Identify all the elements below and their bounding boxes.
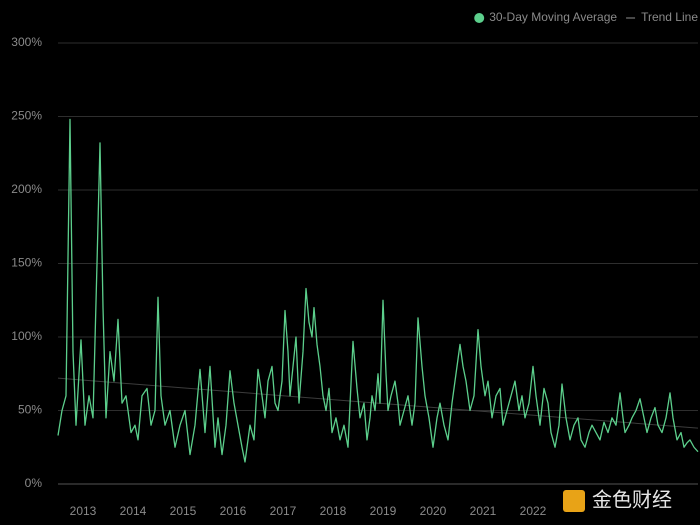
y-tick-label: 0% bbox=[25, 476, 43, 490]
legend: Trend Line 30-Day Moving Average bbox=[474, 10, 698, 24]
y-tick-label: 300% bbox=[11, 35, 42, 49]
watermark-logo bbox=[563, 490, 585, 512]
x-tick-label: 2016 bbox=[220, 504, 247, 518]
x-tick-label: 2013 bbox=[70, 504, 97, 518]
legend-swatch bbox=[474, 13, 485, 23]
x-tick-label: 2014 bbox=[120, 504, 147, 518]
y-tick-label: 50% bbox=[18, 403, 42, 417]
legend-label: 30-Day Moving Average bbox=[489, 10, 617, 24]
x-tick-label: 2017 bbox=[270, 504, 297, 518]
y-tick-label: 100% bbox=[11, 329, 42, 343]
y-tick-label: 150% bbox=[11, 256, 42, 270]
x-tick-label: 2021 bbox=[470, 504, 497, 518]
x-tick-label: 2018 bbox=[320, 504, 347, 518]
y-tick-label: 250% bbox=[11, 109, 42, 123]
x-tick-label: 2019 bbox=[370, 504, 397, 518]
x-tick-label: 2015 bbox=[170, 504, 197, 518]
x-tick-label: 2020 bbox=[420, 504, 447, 518]
watermark: 金色财经 bbox=[563, 488, 672, 512]
watermark-text: 金色财经 bbox=[592, 488, 672, 512]
series-line bbox=[57, 377, 699, 429]
legend-label: Trend Line bbox=[641, 10, 698, 24]
x-tick-label: 2022 bbox=[520, 504, 547, 518]
series-line bbox=[57, 118, 699, 463]
y-tick-label: 200% bbox=[11, 182, 42, 196]
